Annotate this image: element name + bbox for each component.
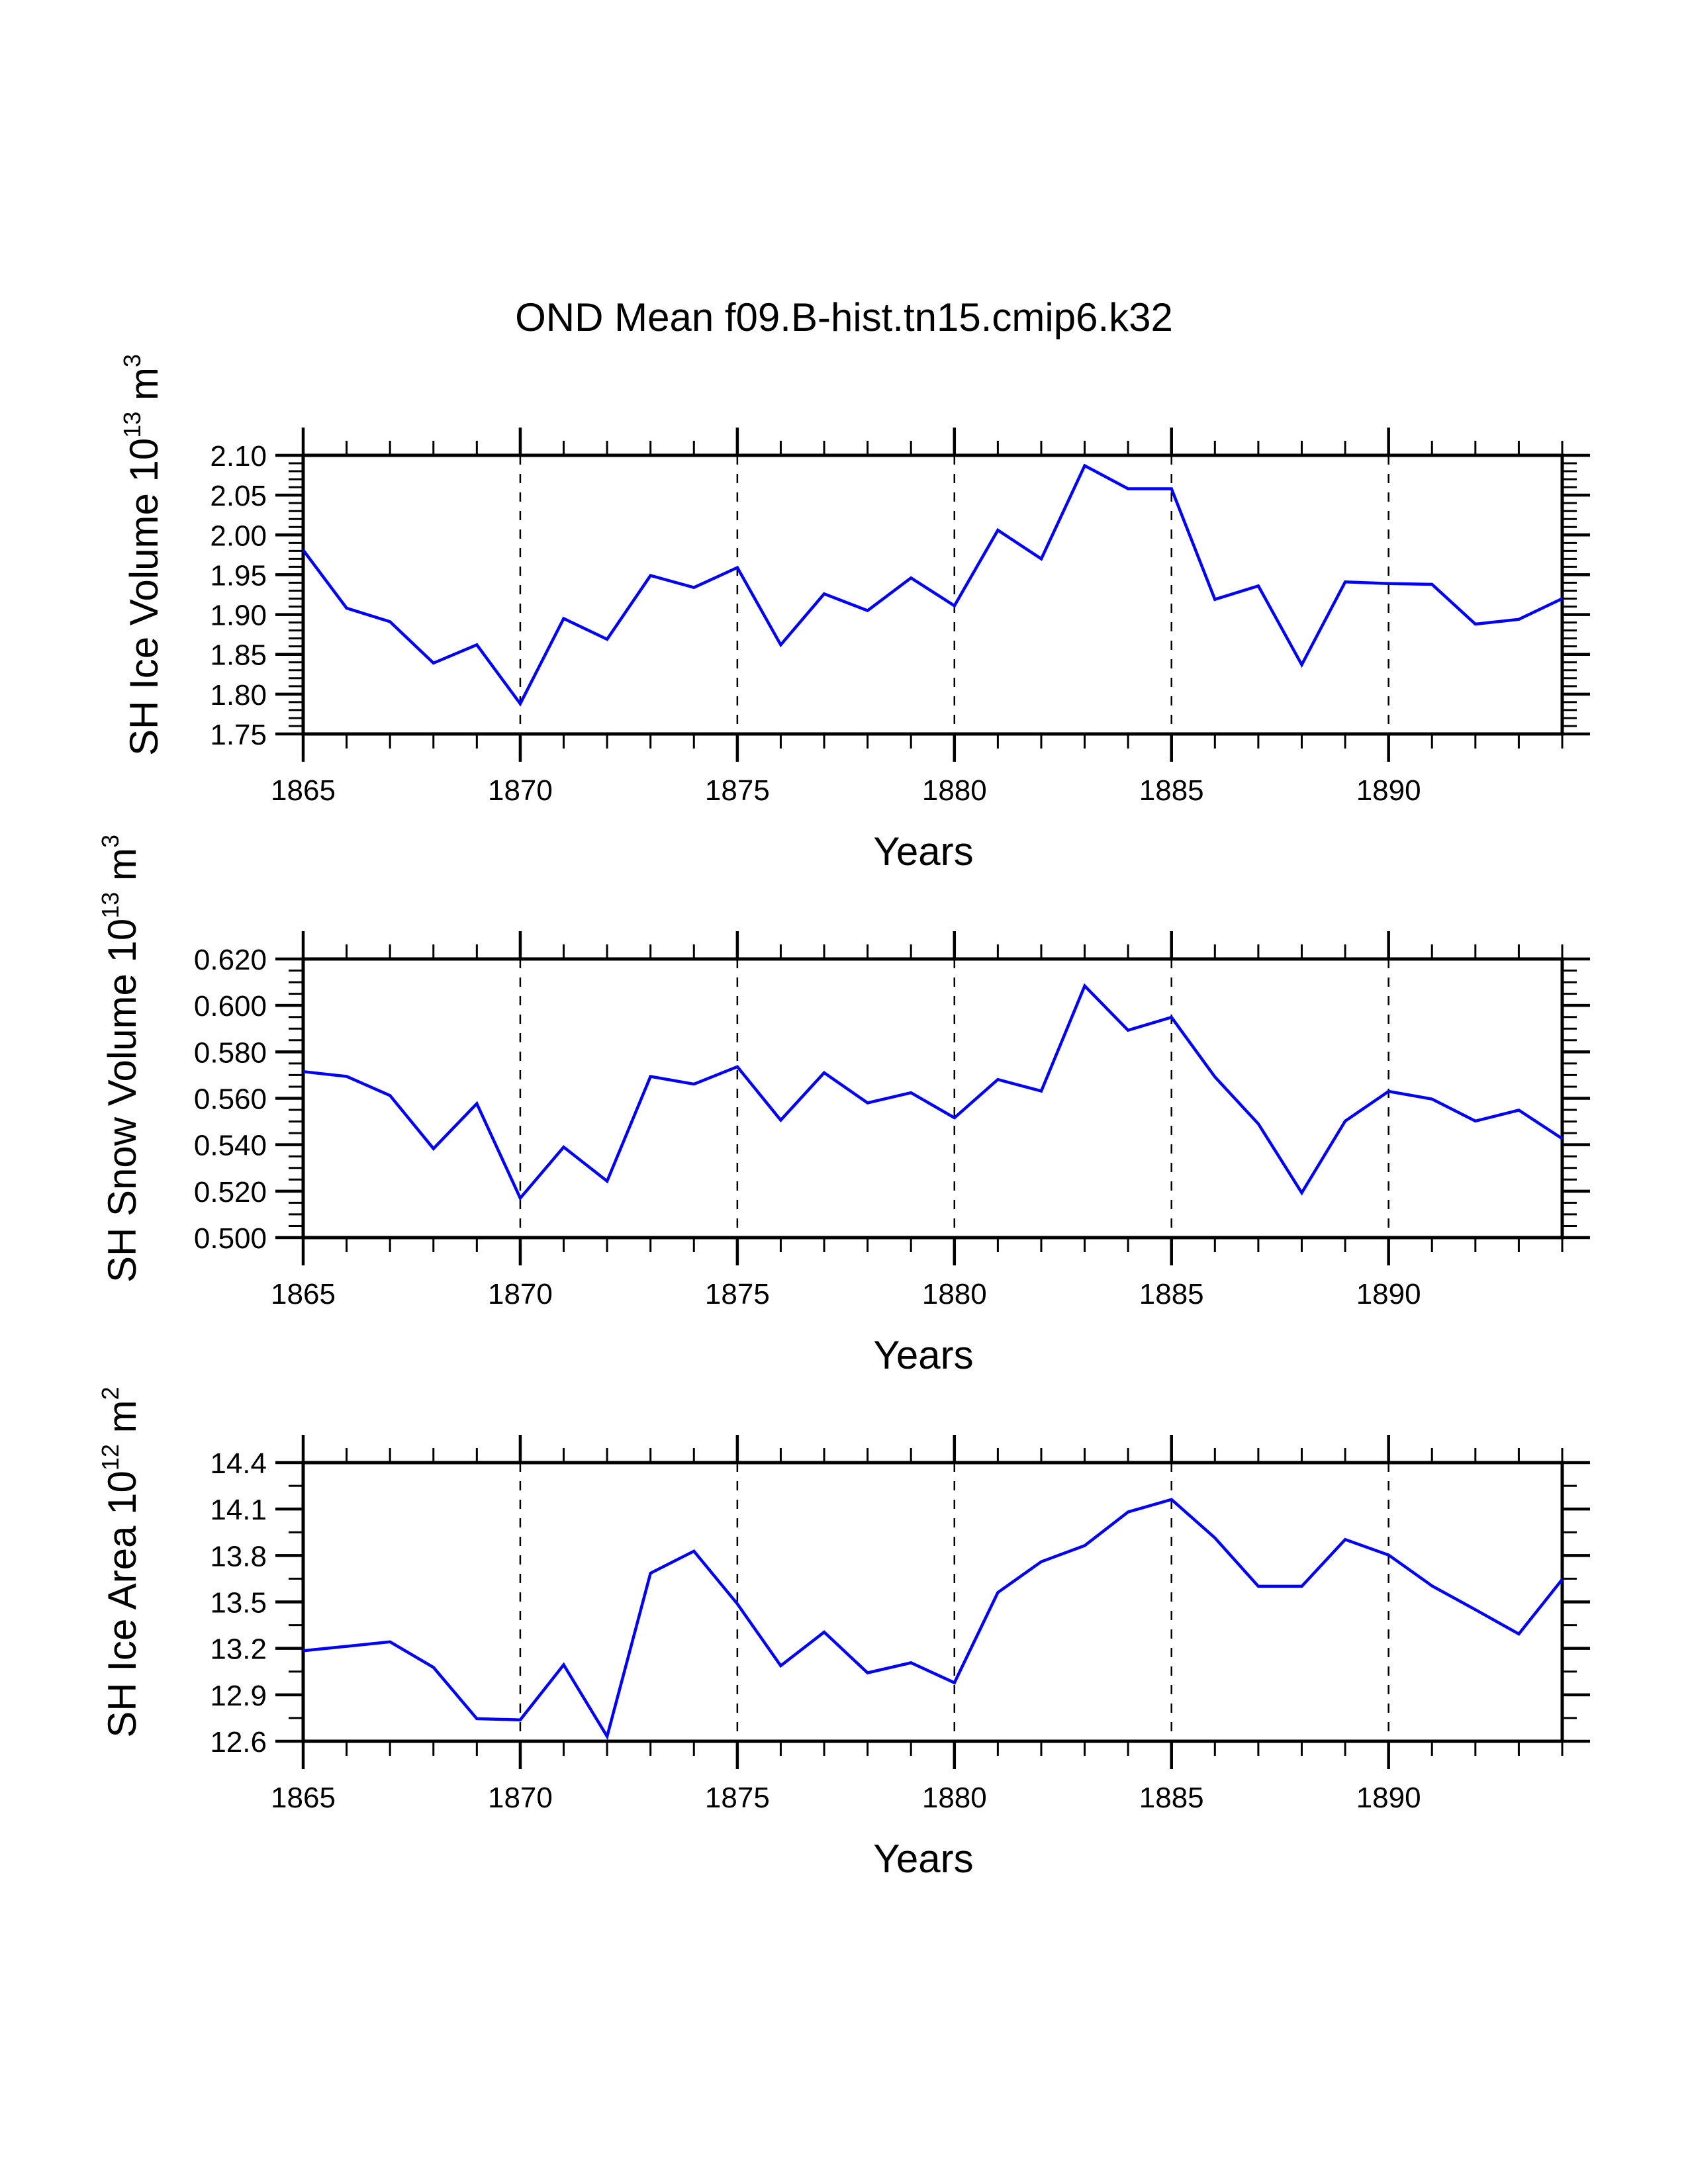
x-axis-label: Years — [873, 1837, 973, 1881]
y-tick-label: 12.9 — [210, 1680, 267, 1712]
y-tick-label: 2.00 — [210, 520, 267, 552]
y-tick-label: 13.5 — [210, 1587, 267, 1619]
x-tick-label: 1870 — [488, 1278, 553, 1310]
x-tick-label: 1875 — [705, 1278, 770, 1310]
panel-sh-ice-volume: 1865 1870 1875 1880 1885 1890 1.75 1.80 1.85 1.90… — [118, 354, 1590, 874]
y-axis-label-unit: m — [100, 848, 144, 892]
y-tick-label: 0.520 — [194, 1176, 267, 1208]
plot-frame — [301, 1461, 1564, 1743]
x-tick-label: 1865 — [271, 774, 336, 807]
y-tick-label: 0.500 — [194, 1222, 267, 1255]
x-axis-label: Years — [873, 829, 973, 874]
data-line — [302, 463, 1563, 707]
y-axis-label: SH Ice Volume 1013 m3 — [118, 354, 166, 756]
y-tick-label: 14.1 — [210, 1494, 267, 1526]
y-tick-label: 13.2 — [210, 1633, 267, 1666]
panel-sh-ice-area: 1865 1870 1875 1880 1885 1890 12.6 12.9 13.2 13.5… — [97, 1387, 1590, 1881]
y-axis-label-unit-exponent: 2 — [97, 1387, 124, 1400]
panel-sh-snow-volume: 1865 1870 1875 1880 1885 1890 0.500 0.520 0.540 0… — [97, 835, 1590, 1377]
x-tick-label: 1890 — [1356, 774, 1421, 807]
x-tick-label: 1880 — [922, 1278, 987, 1310]
data-line — [303, 983, 1564, 1201]
x-tick-label: 1885 — [1139, 1782, 1204, 1814]
x-tick-label: 1865 — [271, 1782, 336, 1814]
x-tick-label: 1890 — [1356, 1278, 1421, 1310]
y-axis-label-unit-exponent: 3 — [118, 354, 146, 367]
y-axis-label-exponent: 12 — [97, 1444, 124, 1471]
y-tick-label: 0.540 — [194, 1130, 267, 1162]
y-tick-label: 2.10 — [210, 440, 267, 473]
y-axis-label: SH Ice Area 1012 m2 — [97, 1387, 144, 1737]
x-tick-label: 1865 — [271, 1278, 336, 1310]
y-tick-label: 13.8 — [210, 1540, 267, 1572]
y-tick-label: 1.85 — [210, 639, 267, 672]
y-axis-label-unit: m — [100, 1400, 144, 1444]
x-axis-label: Years — [873, 1333, 973, 1377]
plot-frame — [301, 453, 1564, 736]
x-tick-label: 1870 — [488, 774, 553, 807]
y-tick-label: 14.4 — [210, 1447, 267, 1480]
x-tick-label: 1885 — [1139, 1278, 1204, 1310]
plot-frame — [301, 957, 1564, 1240]
y-axis-label-exponent: 13 — [118, 412, 146, 438]
x-tick-label: 1875 — [705, 774, 770, 807]
y-tick-label: 2.05 — [210, 480, 267, 512]
y-axis-label-text: SH Ice Volume 10 — [122, 438, 166, 756]
y-axis-label-text: SH Snow Volume 10 — [100, 919, 144, 1283]
y-tick-label: 12.6 — [210, 1726, 267, 1758]
y-tick-label: 0.580 — [194, 1036, 267, 1069]
y-axis-label: SH Snow Volume 1013 m3 — [97, 835, 144, 1283]
y-axis-label-unit: m — [122, 367, 166, 412]
x-tick-label: 1885 — [1139, 774, 1204, 807]
x-tick-label: 1890 — [1356, 1782, 1421, 1814]
y-tick-label: 1.95 — [210, 559, 267, 592]
x-tick-label: 1875 — [705, 1782, 770, 1814]
y-axis-label-unit-exponent: 3 — [97, 835, 124, 848]
y-tick-label: 0.560 — [194, 1083, 267, 1116]
y-tick-label: 1.90 — [210, 600, 267, 632]
x-tick-label: 1880 — [922, 774, 987, 807]
y-tick-label: 1.80 — [210, 679, 267, 711]
y-axis-label-exponent: 13 — [97, 892, 124, 919]
y-tick-label: 1.75 — [210, 719, 267, 751]
figure-title: OND Mean f09.B-hist.tn15.cmip6.k32 — [515, 295, 1173, 340]
data-line — [303, 1498, 1564, 1741]
y-axis-label-text: SH Ice Area 10 — [100, 1471, 144, 1738]
x-tick-label: 1870 — [488, 1782, 553, 1814]
x-tick-label: 1880 — [922, 1782, 987, 1814]
y-tick-label: 0.620 — [194, 944, 267, 976]
y-tick-label: 0.600 — [194, 990, 267, 1023]
